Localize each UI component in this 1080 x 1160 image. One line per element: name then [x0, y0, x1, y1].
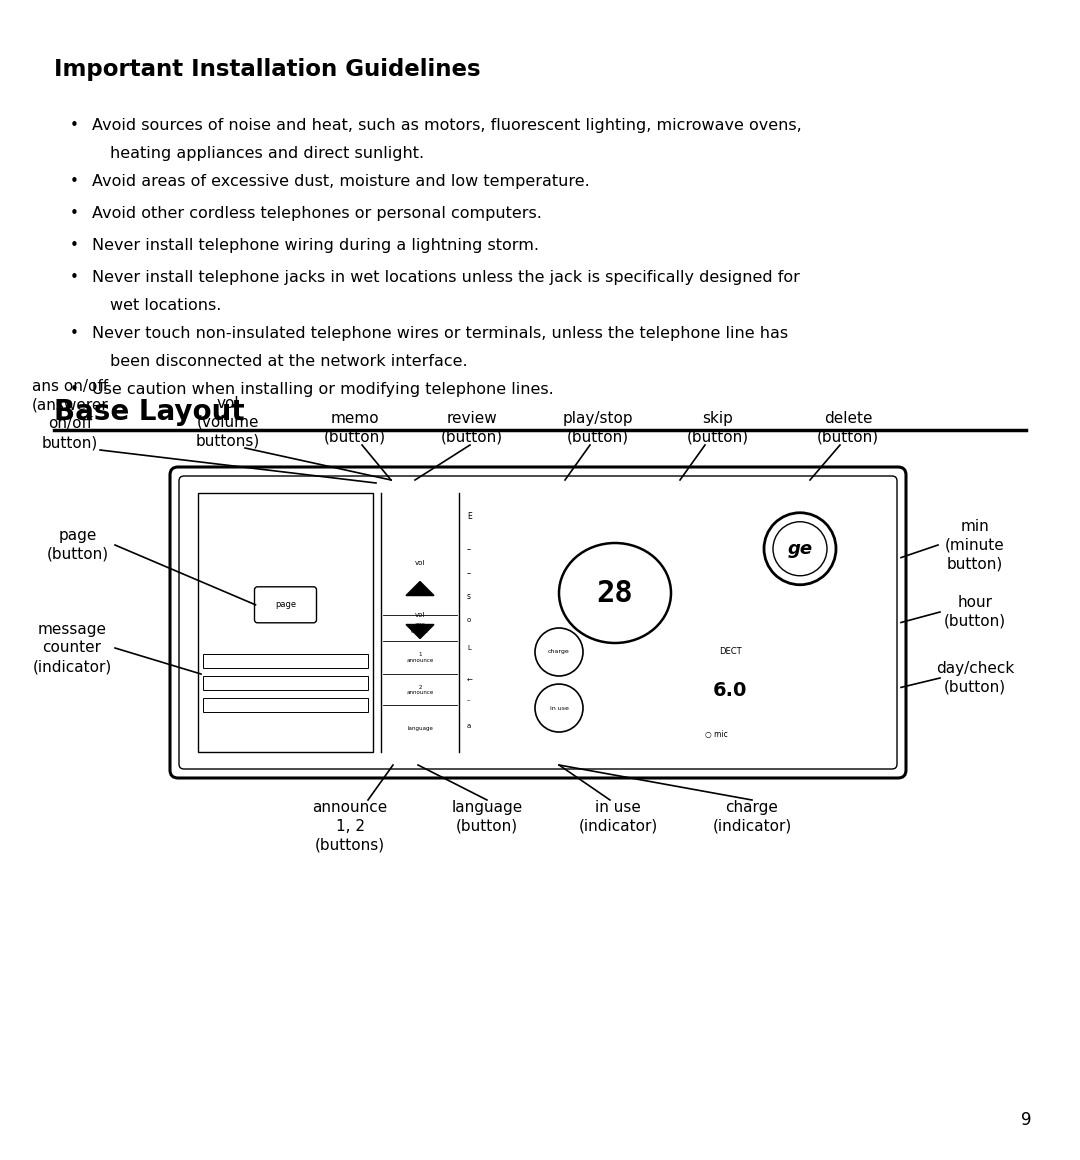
Text: 1
announce: 1 announce [406, 652, 434, 662]
Text: in use: in use [550, 705, 568, 711]
Polygon shape [406, 581, 434, 595]
Text: delete
(button): delete (button) [816, 412, 879, 445]
Text: ans
on/off: ans on/off [410, 622, 429, 633]
Text: –: – [467, 568, 471, 578]
Bar [203, 698, 368, 712]
Circle shape [773, 522, 827, 575]
Text: Avoid areas of excessive dust, moisture and low temperature.: Avoid areas of excessive dust, moisture … [92, 174, 590, 189]
Text: a: a [467, 723, 471, 730]
Text: vol: vol [415, 612, 426, 618]
Text: 6.0: 6.0 [713, 681, 747, 699]
Text: vol: vol [415, 560, 426, 566]
Text: 9: 9 [1021, 1111, 1031, 1129]
Text: •: • [70, 382, 79, 397]
Text: ge: ge [787, 539, 812, 558]
FancyBboxPatch shape [179, 476, 897, 769]
Text: vol
(volume
buttons): vol (volume buttons) [195, 396, 260, 448]
Bar [203, 676, 368, 690]
Circle shape [535, 684, 583, 732]
FancyBboxPatch shape [255, 587, 316, 623]
Bar [198, 493, 373, 752]
Text: •: • [70, 118, 79, 133]
Text: Important Installation Guidelines: Important Installation Guidelines [54, 58, 481, 81]
Text: in use
(indicator): in use (indicator) [579, 800, 658, 834]
Text: Never touch non-insulated telephone wires or terminals, unless the telephone lin: Never touch non-insulated telephone wire… [92, 326, 788, 341]
Text: language: language [407, 726, 433, 731]
Text: •: • [70, 270, 79, 285]
Ellipse shape [559, 543, 671, 643]
Text: Never install telephone jacks in wet locations unless the jack is specifically d: Never install telephone jacks in wet loc… [92, 270, 800, 285]
Polygon shape [406, 624, 434, 638]
Text: heating appliances and direct sunlight.: heating appliances and direct sunlight. [110, 146, 424, 161]
Text: play/stop
(button): play/stop (button) [563, 412, 633, 445]
Bar [203, 654, 368, 668]
Text: s: s [467, 592, 471, 601]
Text: min
(minute
button): min (minute button) [945, 519, 1004, 571]
Text: skip
(button): skip (button) [687, 412, 750, 445]
Text: L: L [467, 645, 471, 652]
Text: 28: 28 [596, 579, 633, 608]
Text: ans on/off
(answerer
on/off
button): ans on/off (answerer on/off button) [31, 379, 108, 450]
Text: o: o [467, 617, 471, 623]
Text: language
(button): language (button) [451, 800, 523, 834]
Text: –: – [467, 545, 471, 554]
Text: memo
(button): memo (button) [324, 412, 386, 445]
Text: charge
(indicator): charge (indicator) [713, 800, 792, 834]
Text: hour
(button): hour (button) [944, 595, 1007, 629]
Text: ○ mic: ○ mic [705, 730, 728, 739]
FancyBboxPatch shape [170, 467, 906, 778]
Text: •: • [70, 238, 79, 253]
Text: page: page [275, 601, 296, 609]
Text: Never install telephone wiring during a lightning storm.: Never install telephone wiring during a … [92, 238, 539, 253]
Circle shape [535, 628, 583, 676]
Text: •: • [70, 326, 79, 341]
Text: Avoid other cordless telephones or personal computers.: Avoid other cordless telephones or perso… [92, 206, 542, 222]
Text: been disconnected at the network interface.: been disconnected at the network interfa… [110, 354, 468, 369]
Text: E: E [467, 512, 472, 521]
Text: announce
1, 2
(buttons): announce 1, 2 (buttons) [312, 800, 388, 853]
Text: ←: ← [467, 677, 473, 683]
Text: 2
announce: 2 announce [406, 684, 434, 695]
Text: Avoid sources of noise and heat, such as motors, fluorescent lighting, microwave: Avoid sources of noise and heat, such as… [92, 118, 801, 133]
Circle shape [764, 513, 836, 585]
Text: Base Layout: Base Layout [54, 398, 245, 426]
Text: •: • [70, 174, 79, 189]
Text: wet locations.: wet locations. [110, 298, 221, 313]
Text: page
(button): page (button) [46, 528, 109, 561]
Text: review
(button): review (button) [441, 412, 503, 445]
Text: Use caution when installing or modifying telephone lines.: Use caution when installing or modifying… [92, 382, 554, 397]
Text: message
counter
(indicator): message counter (indicator) [32, 622, 111, 674]
Text: day/check
(button): day/check (button) [936, 661, 1014, 695]
Text: •: • [70, 206, 79, 222]
Text: DECT: DECT [718, 647, 741, 657]
Text: charge: charge [549, 650, 570, 654]
Text: –: – [467, 697, 471, 703]
